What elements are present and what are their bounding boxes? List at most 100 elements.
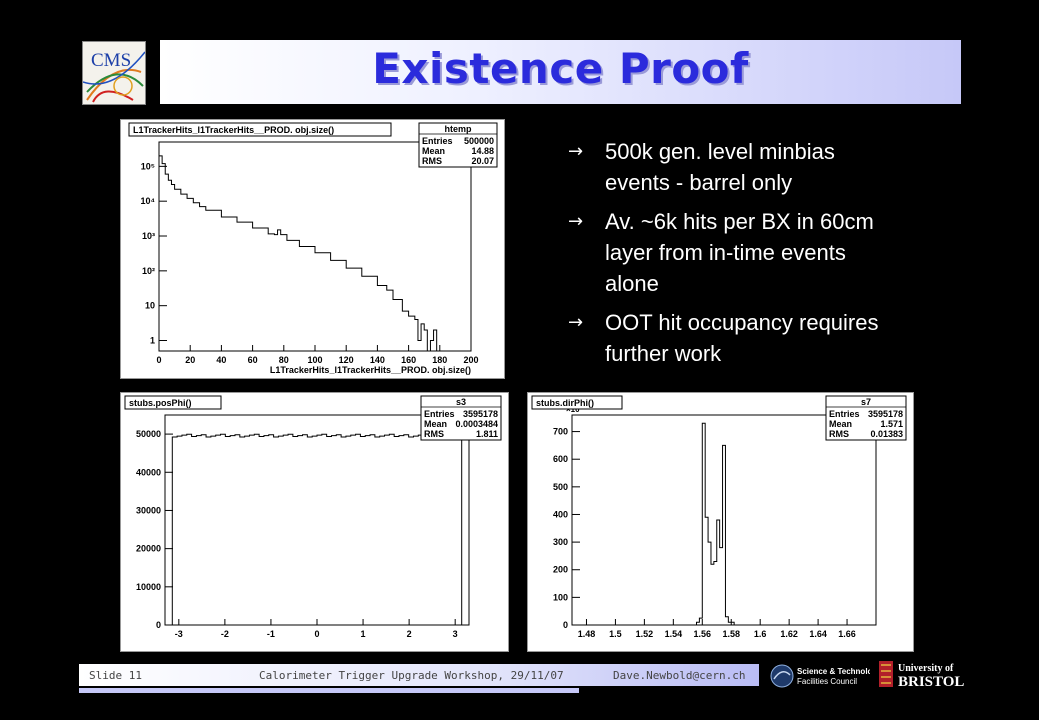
x-tick-label: 1.56 [694,629,712,639]
series-histogram [171,433,463,625]
bristol-logo-line1: University of [898,663,954,674]
footer-email: Dave.Newbold@cern.ch [613,669,746,682]
stfc-logo-graphic: Science & Technology Facilities Council [770,664,882,688]
stats-box [825,395,907,441]
x-tick-label: 100 [307,355,322,365]
stfc-logo: Science & Technology Facilities Council [770,663,882,689]
cms-logo-text: CMS [91,50,131,71]
y-tick-label: 200 [553,565,568,575]
bullet-list: → 500k gen. level minbias events - barre… [568,136,898,377]
stats-value: 3595178 [868,409,903,419]
stats-label: RMS [829,429,849,439]
bullet-item: → Av. ~6k hits per BX in 60cm layer from… [568,206,898,299]
x-tick-label: 1.62 [780,629,798,639]
y-tick-label: 50000 [136,429,161,439]
stats-label: Mean [422,146,445,156]
x-tick-label: 200 [463,355,478,365]
x-tick-label: 1.6 [754,629,767,639]
x-tick-label: 3 [453,629,458,639]
stats-name: htemp [445,124,473,134]
x-tick-label: 1.58 [722,629,740,639]
stats-value: 14.88 [471,146,494,156]
title-bar: Existence Proof [160,40,961,104]
chart-title: stubs.posPhi() [129,398,192,408]
y-tick-label: 10000 [136,582,161,592]
x-tick-label: 1.54 [665,629,683,639]
x-tick-label: 1.5 [609,629,622,639]
series-histogram [586,422,848,626]
y-tick-label: 10 [145,301,155,311]
x-tick-label: 80 [279,355,289,365]
bullet-text: 500k gen. level minbias events - barrel … [605,139,835,195]
x-tick-label: -2 [221,629,229,639]
stats-label: Mean [424,419,447,429]
series-histogram [159,155,443,352]
y-tick-label: 1 [150,336,155,346]
cms-logo-graphic: CMS [83,42,145,104]
y-tick-label: 40000 [136,467,161,477]
x-tick-label: 1.48 [578,629,596,639]
x-tick-label: 0 [156,355,161,365]
stats-label: RMS [424,429,444,439]
chart-dirphi: 1.48 1.5 1.52 1.54 1.56 1.58 1.6 1.62 1.64 1.66 0 1… [527,392,914,652]
stfc-logo-line1: Science & Technology [797,667,870,676]
chart-posphi-svg: -3 -2 -1 0 1 2 3 0 10000 20000 30000 40000 50000 stub… [124,395,502,639]
stats-label: RMS [422,156,442,166]
chart-title: stubs.dirPhi() [536,398,594,408]
y-tick-label: 0 [563,620,568,630]
x-tick-label: 180 [432,355,447,365]
stats-value: 500000 [464,136,494,146]
stats-value: 20.07 [471,156,494,166]
stats-label: Entries [829,409,860,419]
x-tick-label: 1.52 [636,629,654,639]
y-tick-label: 500 [553,482,568,492]
bullet-item: → OOT hit occupancy requires further wor… [568,307,898,369]
stats-name: s7 [861,397,871,407]
x-tick-label: 0 [314,629,319,639]
stats-label: Entries [422,136,453,146]
chart-title-box [531,395,623,410]
page-title: Existence Proof [372,44,749,93]
chart-l1trackerhits-svg: 0 20 40 60 80 100 120 140 160 180 200 1 10 10² 10³ 10⁴ 1… [128,122,498,375]
footer-divider [79,688,579,693]
y-tick-label: 400 [553,509,568,519]
stats-name: s3 [456,397,466,407]
bristol-logo-line2: BRISTOL [898,674,964,689]
x-axis-label: L1TrackerHits_l1TrackerHits__PROD. obj.s… [270,365,471,375]
footer-event: Calorimeter Trigger Upgrade Workshop, 29… [259,669,564,682]
chart-title: L1TrackerHits_l1TrackerHits__PROD. obj.s… [133,125,334,135]
x-tick-label: 140 [370,355,385,365]
chart-posphi: -3 -2 -1 0 1 2 3 0 10000 20000 30000 40000 50000 stub… [120,392,509,652]
stats-box [418,122,498,168]
y-tick-label: 100 [553,592,568,602]
y-tick-label: 10⁴ [141,196,155,206]
x-tick-label: 60 [248,355,258,365]
stats-box [420,395,502,441]
x-tick-label: 1.64 [809,629,827,639]
chart-title-box [128,122,392,137]
y-tick-label: 20000 [136,544,161,554]
stats-label: Mean [829,419,852,429]
stats-label: Entries [424,409,455,419]
x-tick-label: 2 [407,629,412,639]
chart-l1trackerhits: 0 20 40 60 80 100 120 140 160 180 200 1 10 10² 10³ 10⁴ 1… [120,119,505,379]
x-tick-label: 120 [339,355,354,365]
stats-value: 0.01383 [870,429,903,439]
x-tick-label: 160 [401,355,416,365]
y-tick-label: 600 [553,454,568,464]
y-tick-label: 10⁵ [141,161,155,171]
stfc-logo-line2: Facilities Council [797,677,857,686]
y-tick-label: 700 [553,427,568,437]
stats-value: 1.811 [476,429,498,439]
y-tick-label: 10² [142,266,155,276]
arrow-icon: → [568,312,584,333]
plot-frame [164,414,470,626]
x-tick-label: -3 [175,629,183,639]
plot-frame [571,414,877,626]
bullet-item: → 500k gen. level minbias events - barre… [568,136,898,198]
x-tick-label: 40 [216,355,226,365]
chart-dirphi-svg: 1.48 1.5 1.52 1.54 1.56 1.58 1.6 1.62 1.64 1.66 0 1… [531,395,907,639]
y-tick-label: 300 [553,537,568,547]
bullet-text: Av. ~6k hits per BX in 60cm layer from i… [605,209,874,296]
y-tick-label: 30000 [136,505,161,515]
